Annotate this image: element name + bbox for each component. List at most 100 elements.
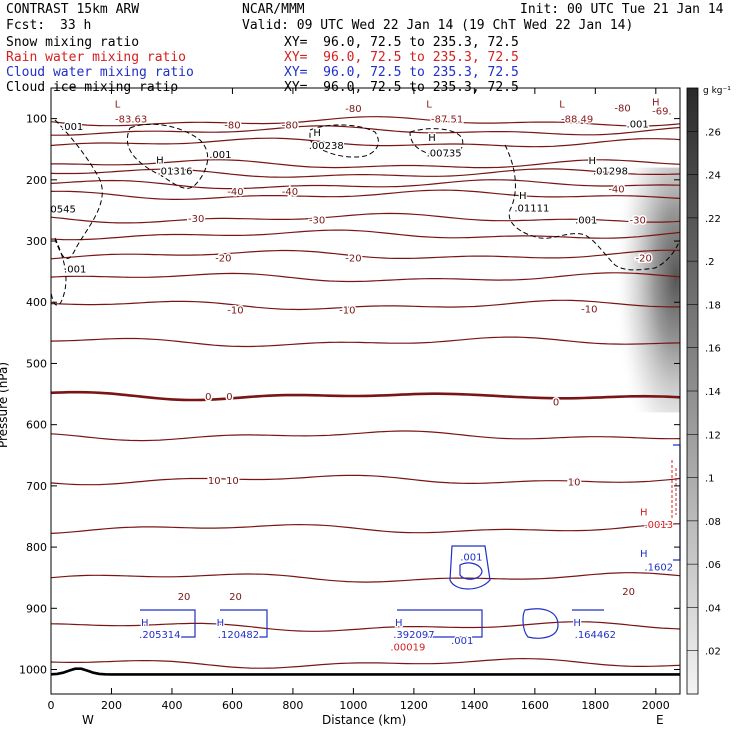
isotherm-label: 20: [622, 587, 635, 598]
isotherm--45: [50, 168, 681, 178]
field-annotation: .001: [575, 216, 597, 227]
isotherm-label: 0: [226, 392, 232, 403]
field-annotation: H: [652, 97, 660, 108]
cloud-water-contour: [449, 545, 491, 590]
isotherm-label: 0: [205, 392, 211, 403]
x-tick-label: 2000: [642, 699, 670, 712]
isotherm--60: [50, 137, 681, 148]
isotherm-label: -30: [629, 216, 645, 227]
field-annotation: .00019: [390, 642, 425, 653]
y-tick-label: 400: [26, 296, 47, 309]
field-annotation: .001: [61, 122, 83, 133]
init-time: Init: 00 UTC Tue 21 Jan 14: [520, 2, 724, 17]
isotherm-15: [50, 523, 681, 534]
cloud-water-contour: [140, 609, 196, 638]
snow-contour: [50, 237, 67, 306]
colorbar-tick-label: .04: [705, 603, 721, 614]
y-tick-label: 100: [26, 113, 47, 126]
isotherm--25: [50, 229, 681, 241]
isotherm--30: [50, 212, 681, 224]
isotherm-25: [50, 621, 681, 632]
snow-contour: [126, 123, 209, 189]
x-tick-label: 1800: [581, 699, 609, 712]
x-tick-label: 1000: [339, 699, 367, 712]
isotherm--5: [50, 336, 681, 348]
x-tick-label: 200: [101, 699, 122, 712]
field-annotation: -69.: [652, 107, 672, 118]
field-annotation: .001: [64, 265, 86, 276]
colorbar-tick-label: .22: [705, 214, 721, 225]
legend-snow: Snow mixing ratio: [6, 35, 140, 50]
field-annotation: H: [313, 128, 321, 139]
isotherm-5: [50, 430, 681, 442]
field-annotation: H: [156, 156, 164, 167]
field-annotation: .205314: [139, 630, 180, 641]
cloud-water-contour: [220, 609, 268, 638]
y-axis-title: Pressure (hPa): [0, 361, 11, 449]
colorbar-tick-label: .02: [705, 647, 721, 658]
field-annotation: H: [395, 618, 403, 629]
isotherm-30: [50, 657, 681, 669]
isotherm--20: [50, 249, 681, 260]
isotherm-label: -30: [188, 214, 204, 225]
colorbar-tick-label: .18: [705, 300, 721, 311]
cloud-water-contour: [522, 608, 559, 639]
isotherm-label: 0: [553, 397, 559, 408]
field-annotation: H: [428, 133, 436, 144]
x-end-east: E: [656, 713, 664, 727]
snow-contour: [504, 144, 681, 271]
y-tick-label: 800: [26, 541, 47, 554]
field-annotation: -87.51: [431, 115, 463, 126]
field-annotation: .001: [460, 552, 482, 563]
colorbar-tick-label: .16: [705, 344, 721, 355]
snow-contour: [309, 124, 379, 158]
center-label: NCAR/MMM: [242, 2, 305, 17]
isotherm-label: -20: [345, 254, 361, 265]
colorbar-tick-label: .24: [705, 171, 721, 182]
plot-frame: [50, 87, 681, 695]
isotherm--15: [50, 272, 681, 283]
legend-cloud-water: Cloud water mixing ratio: [6, 65, 194, 80]
field-annotation: L: [559, 99, 565, 110]
field-annotation: .164462: [575, 630, 616, 641]
isotherm-0: [50, 390, 681, 402]
field-annotation: H: [640, 508, 648, 519]
cloud-water-contour: [673, 444, 681, 561]
field-annotation: H: [519, 191, 527, 202]
forecast-hours: 33 h: [60, 18, 92, 33]
isotherm-label: 10: [226, 476, 239, 487]
colorbar-tick-label: .12: [705, 430, 721, 441]
cloud-ice-shading: [601, 167, 680, 413]
field-annotation: .0013: [645, 520, 674, 531]
forecast-label: Fcst:: [6, 18, 46, 33]
legend-cloud-water-xy: XY= 96.0, 72.5 to 235.3, 72.5: [284, 65, 519, 80]
isotherm-label: -40: [227, 187, 243, 198]
y-tick-label: 600: [26, 419, 47, 432]
x-end-west: W: [82, 713, 94, 727]
field-annotation: .001: [627, 120, 649, 131]
field-annotation: .00735: [427, 148, 462, 159]
isotherm-label: -20: [636, 254, 652, 265]
y-tick-label: 300: [26, 235, 47, 248]
isotherm-label: -80: [224, 121, 240, 132]
colorbar-tick-label: .08: [705, 517, 721, 528]
x-tick-label: 1600: [521, 699, 549, 712]
isotherm-label: 20: [229, 592, 242, 603]
legend-rain: Rain water mixing ratio: [6, 50, 187, 65]
field-annotation: H: [217, 618, 225, 629]
x-tick-label: 1400: [460, 699, 488, 712]
cloud-water-contour: [397, 609, 483, 638]
snow-contour: [54, 119, 103, 259]
isotherm--50: [51, 159, 681, 169]
isotherm--40: [50, 179, 681, 190]
isotherm-20: [50, 572, 681, 583]
model-title: CONTRAST 15km ARW: [6, 2, 140, 17]
isotherm-label: -10: [339, 306, 355, 317]
isotherm--80: [50, 116, 681, 127]
x-tick-label: 1200: [400, 699, 428, 712]
surface-line: [50, 667, 680, 676]
rain-contour: [671, 460, 677, 520]
y-tick-label: 200: [26, 174, 47, 187]
field-annotation: L: [426, 99, 432, 110]
